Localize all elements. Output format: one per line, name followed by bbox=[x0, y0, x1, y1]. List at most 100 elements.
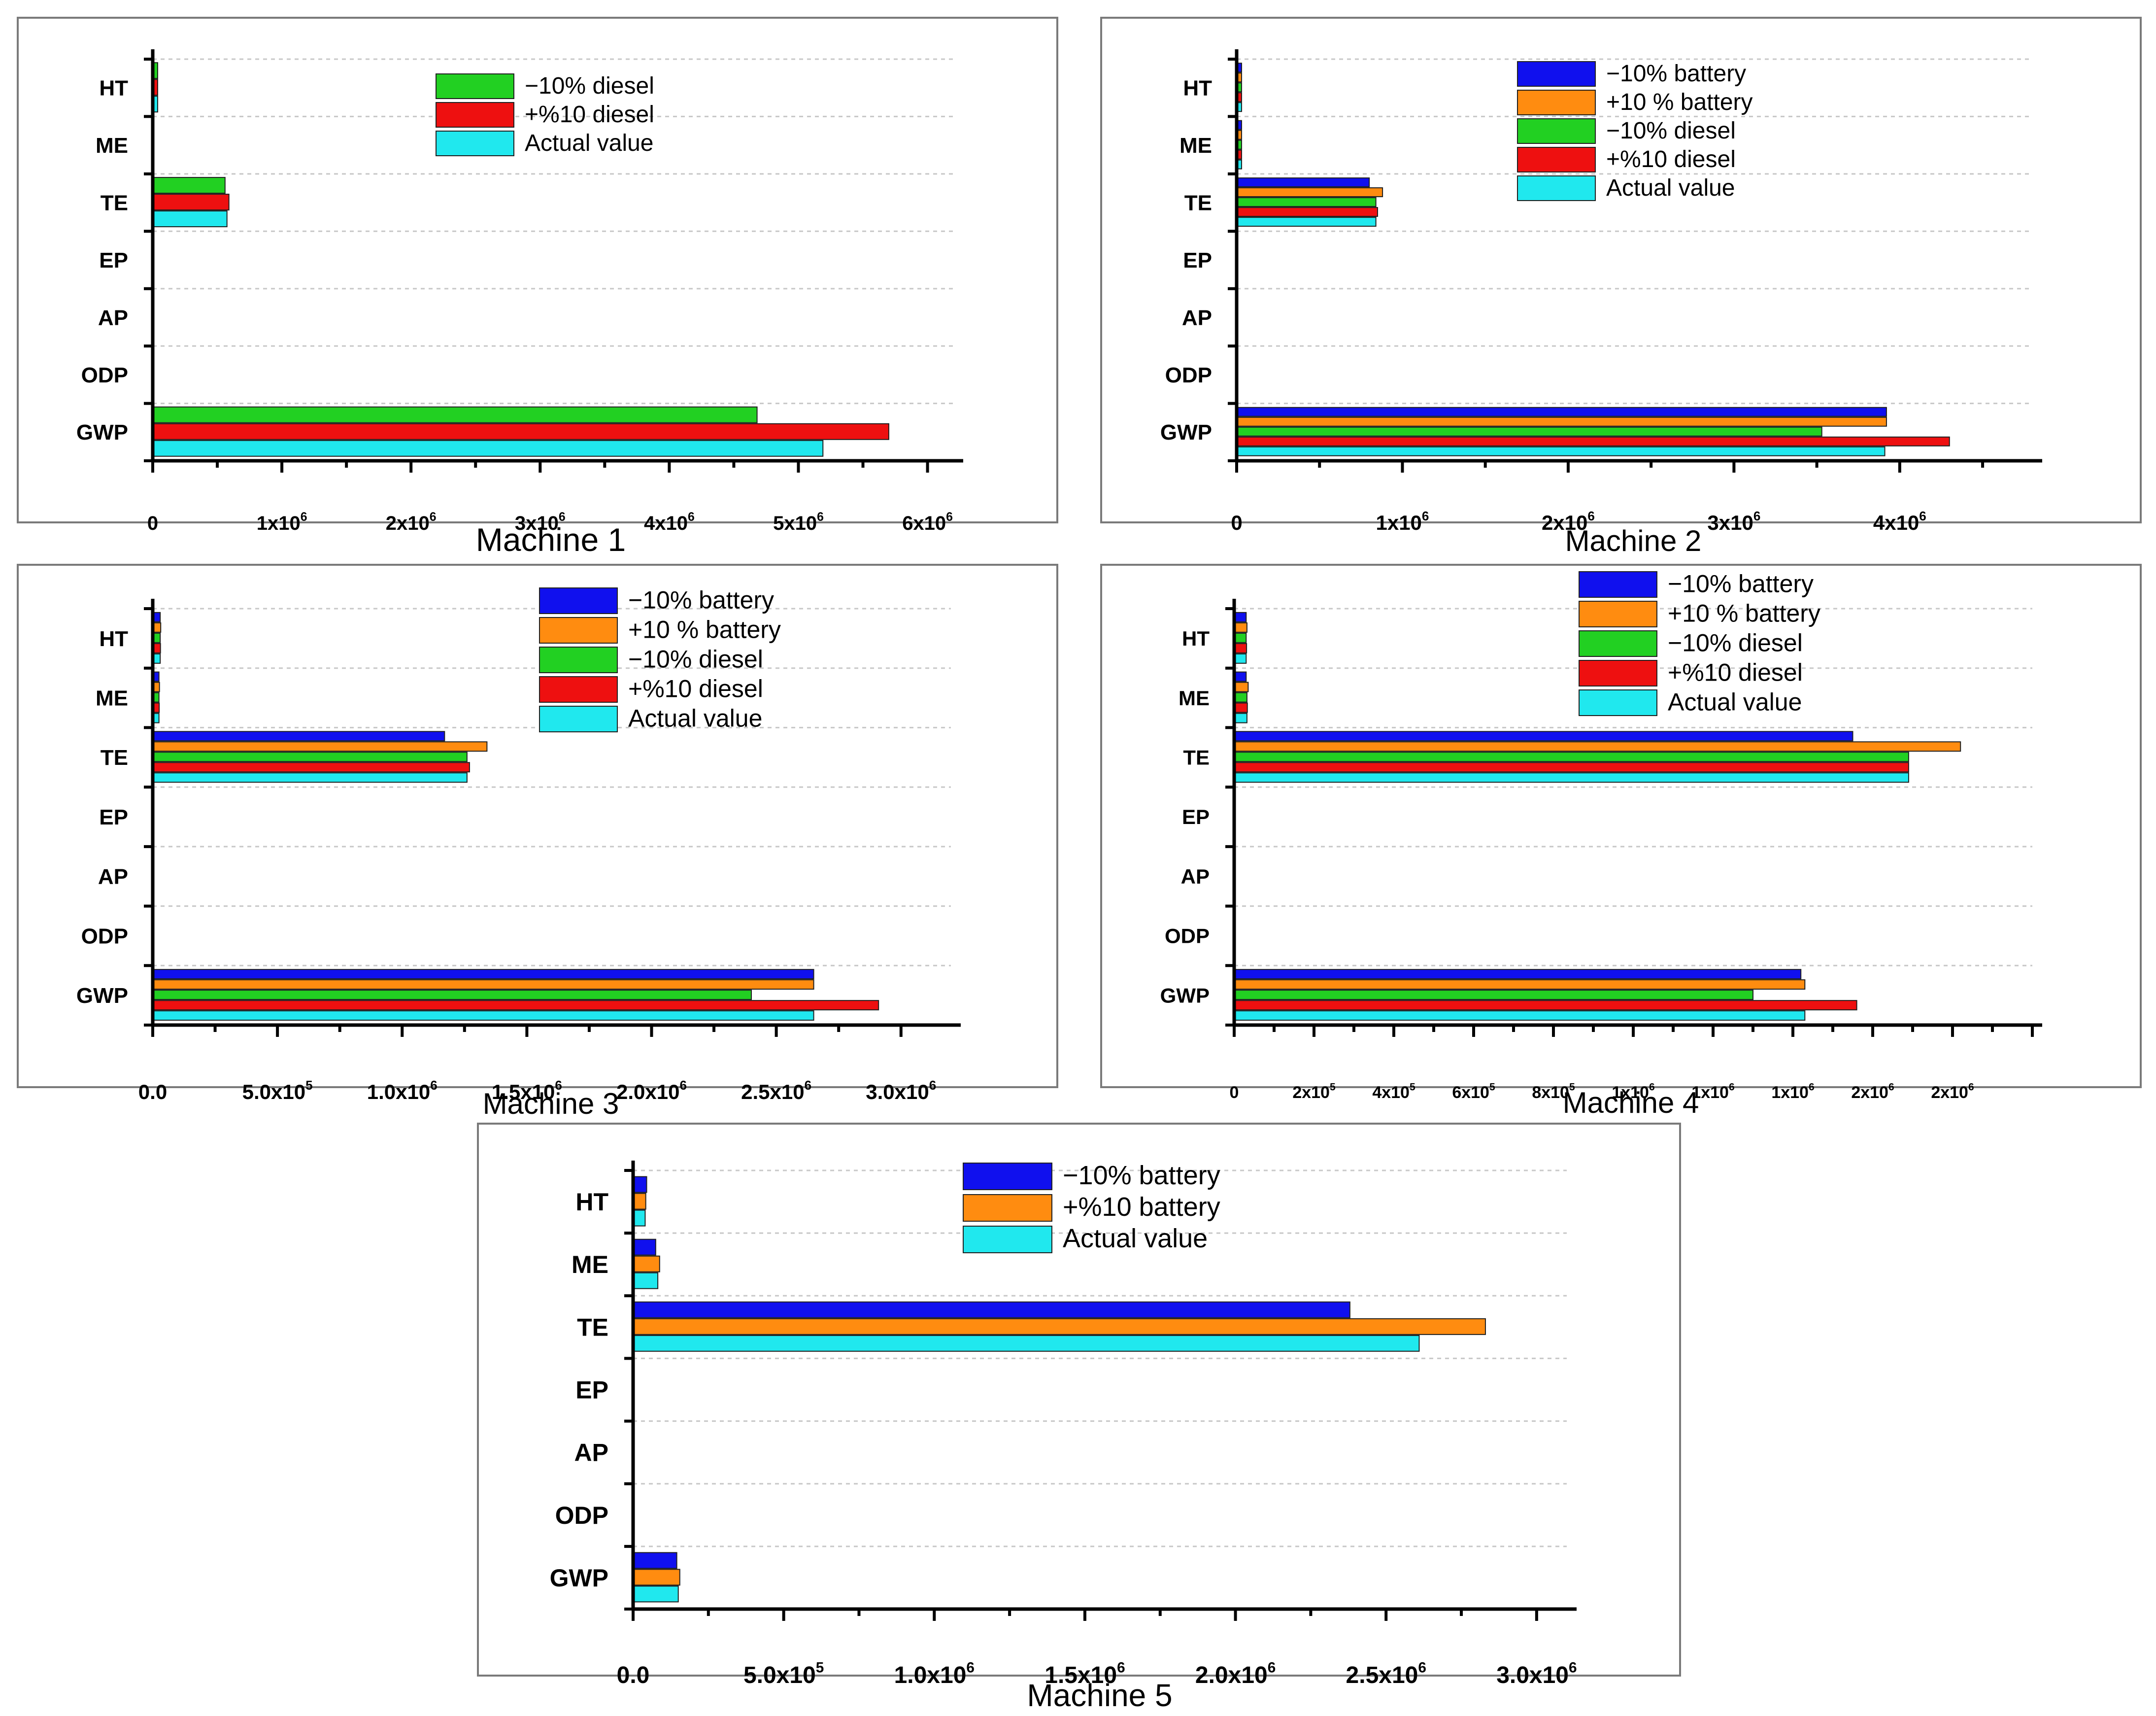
x-tick-label: 5.0x105 bbox=[743, 1659, 824, 1688]
category-label-ep: EP bbox=[99, 248, 128, 273]
legend-label-1: −10% battery bbox=[1606, 61, 1746, 87]
x-tick-label: 1x106 bbox=[1612, 1082, 1654, 1102]
legend-label-5: Actual value bbox=[628, 705, 762, 732]
category-label-ap: AP bbox=[574, 1439, 608, 1467]
bar-te-series-1 bbox=[633, 1301, 1350, 1318]
category-label-me: ME bbox=[96, 134, 128, 158]
category-label-ht: HT bbox=[99, 627, 128, 651]
x-tick-label: 0.0 bbox=[617, 1662, 650, 1688]
bar-ht-series-2 bbox=[633, 1193, 646, 1210]
bar-te-series-3 bbox=[1236, 197, 1377, 207]
bar-gwp-series-4 bbox=[152, 1000, 879, 1011]
bar-ht-series-3 bbox=[633, 1209, 646, 1227]
bar-gwp-series-1 bbox=[152, 969, 814, 980]
chart-title: Machine 4 bbox=[1563, 1086, 1699, 1119]
bar-te-series-2 bbox=[1236, 187, 1383, 198]
legend-label-3: −10% diesel bbox=[1668, 629, 1803, 657]
legend-swatch-1 bbox=[1517, 61, 1596, 87]
legend-label-3: −10% diesel bbox=[1606, 118, 1736, 144]
category-label-te: TE bbox=[577, 1313, 608, 1341]
bar-gwp-series-3 bbox=[1236, 426, 1822, 437]
bar-gwp-series-4 bbox=[1234, 1000, 1857, 1011]
legend-swatch-2 bbox=[963, 1194, 1052, 1222]
legend-swatch-3 bbox=[1579, 630, 1657, 657]
bar-me-series-1 bbox=[1234, 671, 1247, 682]
x-tick-label: 1x106 bbox=[1691, 1082, 1734, 1102]
category-label-ap: AP bbox=[1181, 865, 1210, 888]
bar-te-series-2 bbox=[1234, 741, 1961, 752]
x-tick-label: 2x105 bbox=[1292, 1082, 1336, 1102]
category-label-gwp: GWP bbox=[1160, 420, 1212, 445]
bar-gwp-series-1 bbox=[152, 406, 758, 423]
legend-label-3: Actual value bbox=[525, 130, 654, 156]
chart-title: Machine 5 bbox=[1027, 1678, 1172, 1713]
bar-te-series-2 bbox=[152, 741, 488, 752]
x-tick-label: 6x105 bbox=[1452, 1082, 1495, 1102]
legend-label-5: Actual value bbox=[1668, 688, 1802, 716]
bar-me-series-3 bbox=[1234, 692, 1247, 703]
x-tick-label: 1x106 bbox=[257, 511, 307, 534]
bar-gwp-series-1 bbox=[1234, 969, 1802, 980]
category-label-te: TE bbox=[101, 746, 128, 770]
category-label-ht: HT bbox=[1183, 76, 1212, 101]
bar-gwp-series-2 bbox=[152, 979, 814, 990]
legend-label-3: Actual value bbox=[1063, 1224, 1208, 1253]
legend-label-5: Actual value bbox=[1606, 175, 1735, 201]
x-tick-label: 4x106 bbox=[1873, 509, 1926, 534]
category-label-odp: ODP bbox=[1165, 925, 1210, 948]
x-tick-label: 0 bbox=[1231, 511, 1242, 534]
bar-gwp-series-5 bbox=[152, 1010, 814, 1021]
x-tick-label: 4x106 bbox=[644, 511, 695, 534]
x-tick-label: 1.0x106 bbox=[367, 1078, 438, 1103]
category-label-me: ME bbox=[1179, 686, 1210, 710]
bar-te-series-3 bbox=[1234, 752, 1909, 762]
legend-swatch-1 bbox=[1579, 571, 1657, 598]
legend-label-2: +%10 diesel bbox=[525, 102, 654, 128]
category-label-gwp: GWP bbox=[76, 984, 128, 1008]
bar-me-series-3 bbox=[633, 1272, 659, 1289]
category-label-ep: EP bbox=[99, 805, 128, 829]
category-label-ep: EP bbox=[1183, 248, 1212, 273]
legend-label-2: +10 % battery bbox=[628, 616, 781, 644]
bar-te-series-3 bbox=[152, 210, 228, 228]
category-label-te: TE bbox=[1183, 746, 1210, 769]
x-tick-label: 1.5x106 bbox=[1044, 1659, 1125, 1688]
legend-label-1: −10% battery bbox=[1063, 1161, 1220, 1190]
x-tick-label: 1.5x106 bbox=[492, 1078, 562, 1103]
category-label-odp: ODP bbox=[81, 924, 128, 948]
bar-gwp-series-2 bbox=[152, 423, 889, 440]
category-label-me: ME bbox=[572, 1251, 608, 1278]
category-label-ap: AP bbox=[1182, 306, 1212, 330]
category-label-gwp: GWP bbox=[550, 1564, 608, 1592]
x-tick-label: 2.0x106 bbox=[1195, 1659, 1276, 1688]
bar-te-series-4 bbox=[152, 762, 470, 773]
category-label-ht: HT bbox=[1182, 627, 1210, 650]
bar-me-series-2 bbox=[1234, 682, 1249, 692]
legend-label-1: −10% battery bbox=[628, 586, 774, 614]
bar-ht-series-4 bbox=[1234, 643, 1247, 653]
legend-swatch-3 bbox=[436, 131, 514, 156]
category-label-te: TE bbox=[1184, 191, 1212, 215]
legend-swatch-4 bbox=[539, 676, 618, 703]
category-label-ht: HT bbox=[575, 1188, 608, 1216]
bar-gwp-series-1 bbox=[633, 1552, 677, 1569]
legend-label-1: −10% diesel bbox=[525, 73, 654, 99]
category-label-ep: EP bbox=[575, 1376, 608, 1404]
bar-me-series-1 bbox=[633, 1238, 656, 1256]
bar-ht-series-2 bbox=[1234, 622, 1247, 633]
chart-panel-3: HT ME TE EP AP ODP GWP 0.0 5.0x105 1.0x106 1.5x106… bbox=[17, 564, 1058, 1120]
x-tick-label: 2x106 bbox=[1931, 1082, 1974, 1102]
bar-gwp-series-3 bbox=[633, 1585, 679, 1603]
bar-ht-series-3 bbox=[1234, 632, 1247, 643]
legend-label-4: +%10 diesel bbox=[1606, 146, 1736, 172]
category-label-me: ME bbox=[96, 686, 128, 710]
bar-gwp-series-3 bbox=[152, 990, 752, 1000]
legend-swatch-3 bbox=[1517, 118, 1596, 144]
bar-me-series-5 bbox=[1234, 713, 1247, 723]
x-tick-label: 6x106 bbox=[902, 511, 953, 534]
x-tick-label: 1.0x106 bbox=[894, 1659, 975, 1688]
legend-swatch-5 bbox=[1517, 175, 1596, 201]
bar-te-series-1 bbox=[152, 731, 445, 742]
